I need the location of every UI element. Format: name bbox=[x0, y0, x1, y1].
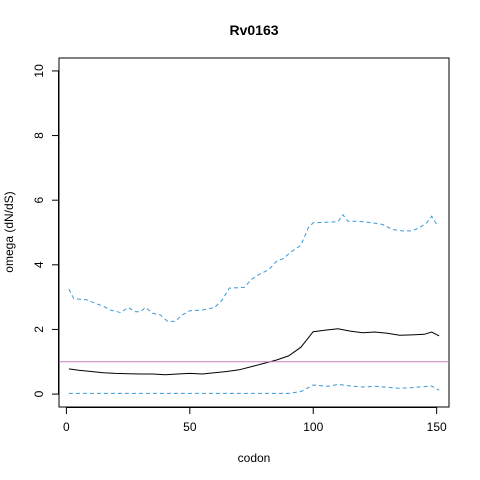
series-line-1 bbox=[68, 328, 440, 376]
y-axis: 0 2 4 6 8 10 bbox=[32, 64, 59, 397]
chart-title: Rv0163 bbox=[229, 22, 278, 38]
y-tick-label: 10 bbox=[32, 64, 46, 78]
x-tick-label: 0 bbox=[63, 420, 70, 434]
x-tick-label: 50 bbox=[183, 420, 197, 434]
y-tick-label: 6 bbox=[32, 197, 46, 204]
y-axis-label: omega (dN/dS) bbox=[2, 191, 16, 272]
y-tick-label: 4 bbox=[32, 261, 46, 268]
x-axis: 0 50 100 150 bbox=[63, 407, 447, 434]
x-axis-label: codon bbox=[238, 451, 271, 465]
y-tick-label: 0 bbox=[32, 390, 46, 397]
series-line-2 bbox=[68, 213, 440, 322]
series-line-3 bbox=[68, 383, 440, 394]
x-tick-label: 100 bbox=[303, 420, 323, 434]
y-tick-label: 8 bbox=[32, 132, 46, 139]
y-tick-label: 2 bbox=[32, 326, 46, 333]
x-tick-label: 150 bbox=[427, 420, 447, 434]
series-layer bbox=[68, 213, 440, 394]
